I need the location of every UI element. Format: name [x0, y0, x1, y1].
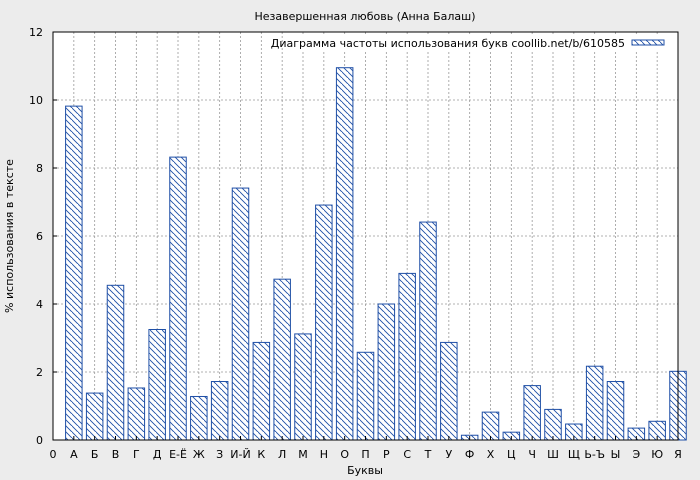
- x-tick-label: З: [216, 448, 223, 461]
- x-tick-label: Л: [278, 448, 286, 461]
- x-tick-label: П: [361, 448, 369, 461]
- legend-swatch: [631, 39, 665, 46]
- x-tick-label: У: [445, 448, 452, 461]
- bar-У: [440, 341, 458, 441]
- bar-С: [398, 272, 416, 441]
- x-tick-label: Ц: [507, 448, 516, 461]
- x-tick-label: К: [257, 448, 265, 461]
- bar-Т: [419, 221, 437, 441]
- x-tick-label: Г: [133, 448, 140, 461]
- x-tick-label: О: [340, 448, 349, 461]
- x-tick-label: Я: [674, 448, 682, 461]
- x-tick-label: Ш: [547, 448, 559, 461]
- bar-Ч: [523, 385, 541, 441]
- bar-Ж: [190, 395, 208, 441]
- x-tick-label: Ж: [193, 448, 205, 461]
- x-tick-label: И-Й: [230, 448, 250, 461]
- y-tick-label: 8: [36, 162, 43, 175]
- legend-box: [284, 35, 670, 52]
- x-tick-label: Э: [632, 448, 640, 461]
- bar-Ь-Ъ: [585, 365, 604, 441]
- x-tick-label: Ч: [528, 448, 536, 461]
- bar-П: [356, 351, 375, 441]
- bar-Ы: [606, 381, 625, 441]
- x-axis-label: Буквы: [347, 464, 383, 477]
- y-tick-label: 10: [29, 94, 43, 107]
- bar-Г: [127, 387, 146, 441]
- bar-Р: [377, 303, 396, 441]
- x-tick-label: Ф: [465, 448, 474, 461]
- x-tick-label: В: [112, 448, 120, 461]
- x-tick-label: 0: [50, 448, 57, 461]
- bar-Х: [481, 411, 500, 441]
- x-tick-label: Д: [153, 448, 162, 461]
- y-tick-label: 6: [36, 230, 43, 243]
- bar-Л: [273, 278, 291, 441]
- bar-З: [210, 381, 229, 441]
- x-tick-label: Щ: [568, 448, 580, 461]
- bar-В: [106, 284, 125, 441]
- legend: Диаграмма частоты использования букв coo…: [271, 35, 670, 52]
- bar-А: [65, 105, 83, 441]
- chart-title: Незавершенная любовь (Анна Балаш): [254, 10, 475, 23]
- bar-Н: [315, 204, 333, 441]
- legend-label: Диаграмма частоты использования букв coo…: [271, 37, 625, 50]
- x-tick-label: Х: [487, 448, 495, 461]
- x-tick-label: Ь-Ъ: [584, 448, 605, 461]
- y-axis-label: % использования в тексте: [3, 159, 16, 313]
- x-tick-label: Ы: [611, 448, 621, 461]
- x-tick-label: Т: [424, 448, 432, 461]
- bar-Б: [85, 392, 104, 441]
- x-tick-label: Б: [91, 448, 99, 461]
- x-tick-label: А: [70, 448, 78, 461]
- bar-М: [294, 333, 312, 441]
- bar-Е-Ё: [169, 156, 187, 441]
- x-tick-label: Ю: [651, 448, 663, 461]
- x-tick-label: Е-Ё: [169, 448, 187, 461]
- bar-Д: [148, 329, 166, 441]
- bar-Ш: [544, 408, 562, 441]
- bar-К: [252, 341, 271, 441]
- x-tick-label: С: [403, 448, 411, 461]
- y-tick-label: 12: [29, 26, 43, 39]
- x-tick-label: М: [298, 448, 308, 461]
- x-tick-label: Р: [383, 448, 390, 461]
- y-tick-label: 0: [36, 434, 43, 447]
- x-tick-label: Н: [320, 448, 328, 461]
- y-tick-label: 4: [36, 298, 43, 311]
- bar-И-Й: [231, 187, 250, 441]
- y-tick-label: 2: [36, 366, 43, 379]
- bar-О: [335, 67, 354, 441]
